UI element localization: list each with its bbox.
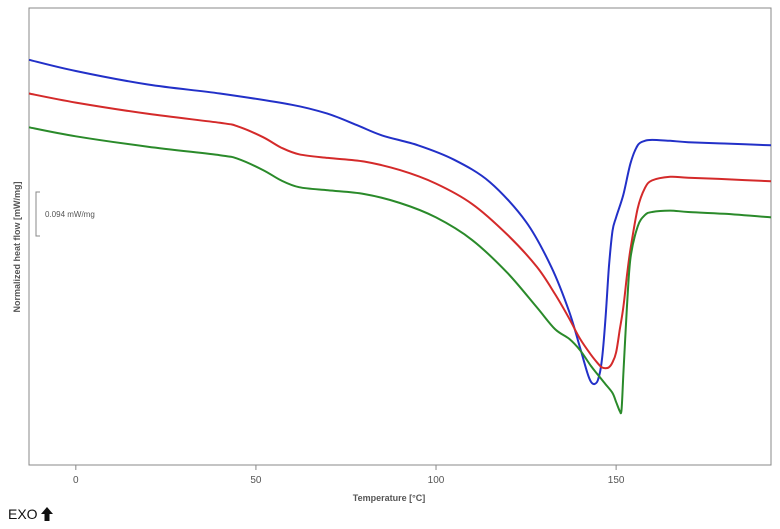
exo-indicator: EXO (8, 506, 54, 522)
series-group (28, 58, 772, 415)
x-tick-label: 150 (608, 475, 625, 486)
x-tick-label: 50 (250, 475, 262, 486)
series-line-1 (28, 58, 772, 386)
x-tick-label: 0 (73, 475, 79, 486)
arrow-up-icon (40, 507, 53, 521)
scale-bar: 0.094 mW/mg (35, 191, 95, 237)
x-axis-ticks: 0 50 100 150 (73, 465, 625, 486)
scale-bar-bracket (35, 191, 40, 237)
x-tick-label: 100 (428, 475, 445, 486)
series-line-3 (28, 126, 772, 415)
plot-frame (28, 7, 772, 466)
scale-bar-label: 0.094 mW/mg (45, 210, 95, 219)
x-axis-label: Temperature [°C] (353, 493, 425, 503)
series-line-2 (28, 92, 772, 370)
y-axis-label: Normalized heat flow [mW/mg] (12, 181, 22, 312)
exo-label: EXO (8, 506, 38, 522)
